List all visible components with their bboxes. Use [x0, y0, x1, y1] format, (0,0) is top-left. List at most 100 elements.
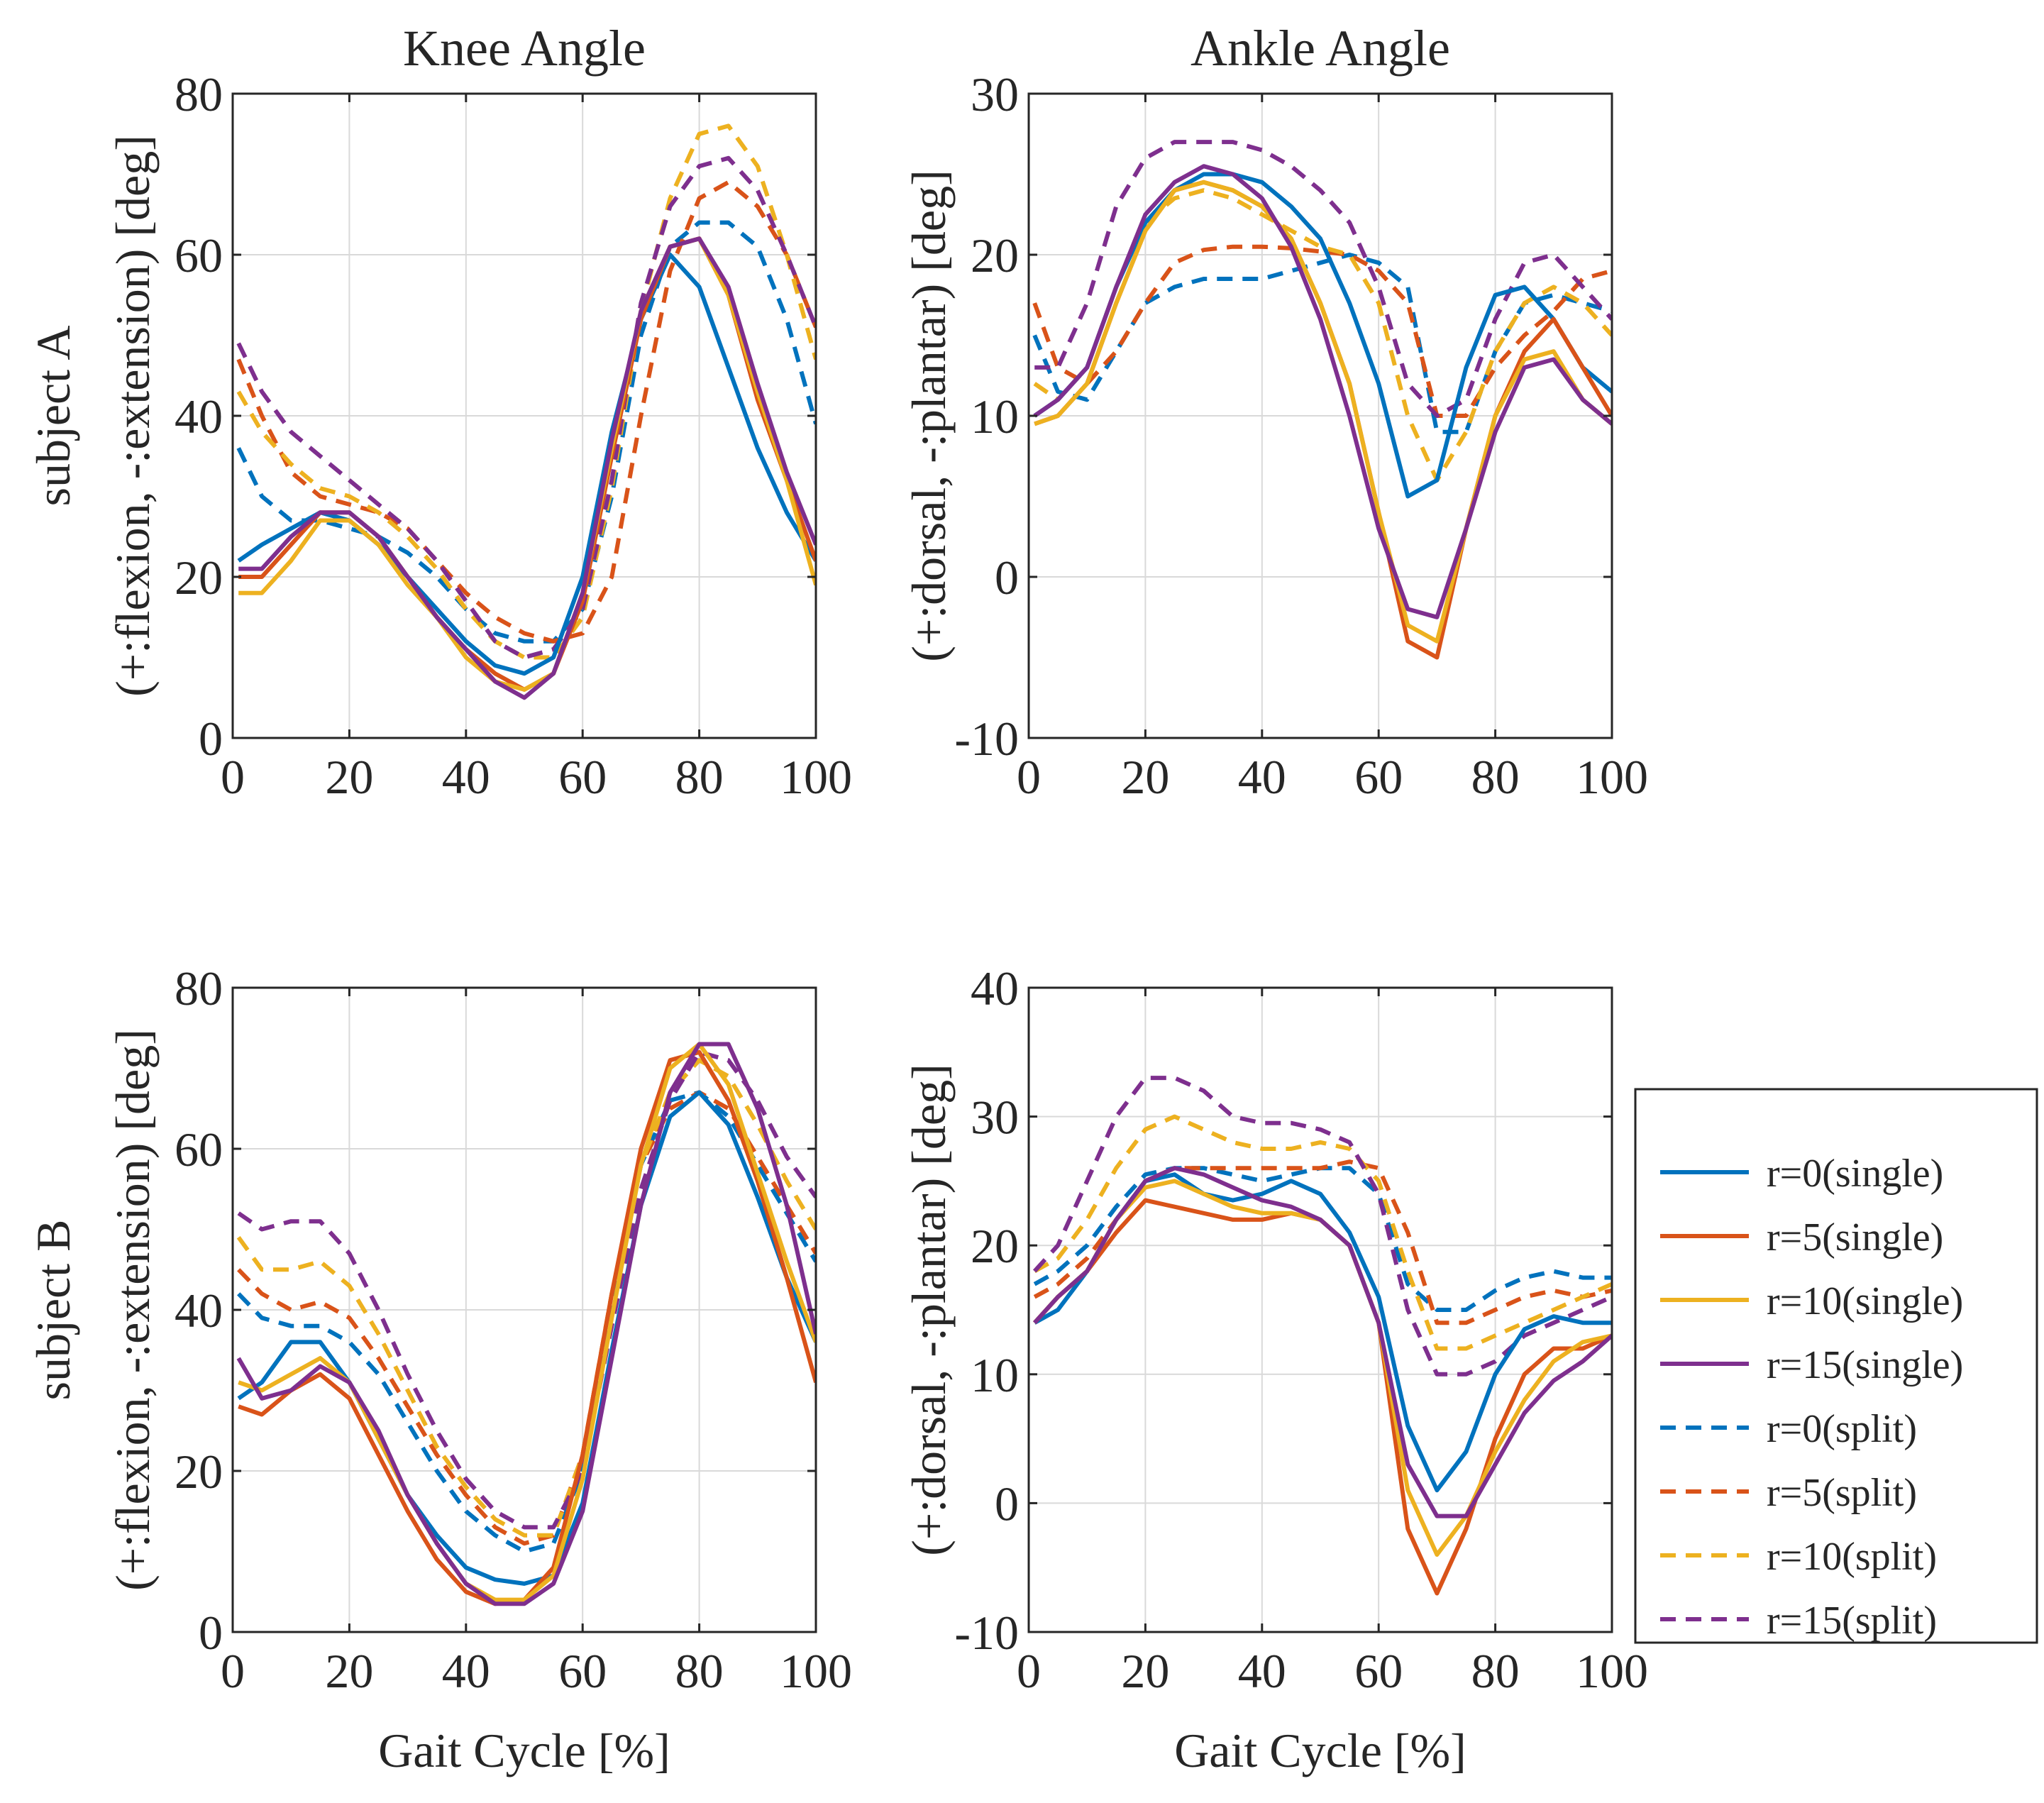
series-line-r-15-single: [236, 1042, 816, 1606]
y-axis-label: (+:flexion, -:extension) [deg]: [106, 1029, 160, 1591]
row-label: subject A: [26, 326, 80, 507]
x-tick-label: 60: [558, 1644, 607, 1698]
y-axis-label: (+:dorsal, -:plantar) [deg]: [902, 170, 956, 662]
x-tick-label: 100: [1576, 750, 1648, 804]
legend-item-r-10-single: r=10(single): [1660, 1279, 1963, 1323]
x-tick-label: 60: [558, 750, 607, 804]
panel-knee-subject-a: 0 20 40 60 80 100 0 20 40 60 80 Knee Angle (+:flexio…: [26, 20, 852, 804]
x-tick-label: 40: [442, 750, 490, 804]
y-tick-label: 60: [175, 228, 223, 282]
row-label: subject B: [26, 1220, 80, 1401]
x-tick-label: 80: [675, 750, 724, 804]
legend-item-r-10-split: r=10(split): [1660, 1535, 1937, 1579]
series-line-r-15-split: [1034, 140, 1612, 418]
y-tick-label: 20: [971, 228, 1019, 282]
y-tick-label: 0: [995, 551, 1019, 605]
y-tick-label: 20: [971, 1219, 1019, 1273]
series-line-r-15-split: [237, 1049, 816, 1530]
y-tick-label: 20: [175, 1445, 223, 1499]
series-line-r-10-split: [236, 123, 816, 660]
axes-frame: [1027, 986, 1613, 1633]
series-line-r-15-single: [238, 236, 816, 700]
plot-area: [1029, 988, 1612, 1632]
legend-label: r=10(split): [1767, 1535, 1937, 1579]
series-group: [236, 1042, 816, 1606]
x-tick-label: 0: [1017, 1644, 1041, 1698]
series-line-r-0-split: [236, 220, 816, 644]
panel-title: Ankle Angle: [1191, 20, 1450, 77]
x-tick-label: 20: [1121, 750, 1169, 804]
x-tick-label: 60: [1354, 750, 1403, 804]
legend: r=0(single) r=5(single) r=10(single) r=15(s…: [1634, 1088, 2038, 1644]
series-line-r-15-single: [1033, 164, 1612, 619]
y-tick-label: 80: [175, 67, 223, 121]
x-tick-label: 20: [1121, 1644, 1169, 1698]
legend-label: r=0(single): [1767, 1152, 1943, 1196]
y-tick-label: 0: [995, 1477, 1019, 1531]
x-axis-label: Gait Cycle [%]: [378, 1724, 670, 1777]
x-tick-label: 0: [221, 1644, 245, 1698]
series-group: [236, 123, 816, 700]
legend-label: r=15(single): [1767, 1343, 1963, 1387]
series-line-r-5-split: [1032, 244, 1612, 418]
y-axis-label: (+:dorsal, -:plantar) [deg]: [902, 1064, 956, 1556]
y-tick-label: 80: [175, 961, 223, 1015]
x-tick-label: 0: [221, 750, 245, 804]
series-line-r-5-split: [236, 180, 816, 644]
y-tick-label: 30: [971, 1091, 1019, 1145]
y-tick-label: 10: [971, 390, 1019, 443]
y-tick-label: -10: [954, 1606, 1019, 1660]
x-tick-label: 100: [780, 1644, 852, 1698]
y-tick-label: 0: [199, 1606, 223, 1660]
y-tick-label: -10: [954, 712, 1019, 766]
y-tick-label: 40: [175, 1284, 223, 1338]
legend-item-r-15-split: r=15(split): [1660, 1599, 1937, 1643]
legend-label: r=15(split): [1767, 1599, 1937, 1643]
y-tick-label: 60: [175, 1123, 223, 1176]
x-tick-label: 20: [325, 750, 373, 804]
legend-label: r=10(single): [1767, 1279, 1963, 1323]
y-tick-label: 0: [199, 712, 223, 766]
y-tick-label: 20: [175, 551, 223, 605]
y-tick-label: 40: [971, 961, 1019, 1015]
x-tick-label: 20: [325, 1644, 373, 1698]
legend-item-r-0-single: r=0(single): [1660, 1152, 1943, 1196]
series-line-r-5-split: [237, 1090, 816, 1546]
series-line-r-15-split: [236, 155, 816, 660]
legend-label: r=5(single): [1767, 1215, 1943, 1259]
series-line-r-0-split: [237, 1090, 816, 1554]
legend-label: r=0(split): [1767, 1407, 1917, 1451]
x-tick-label: 80: [1471, 750, 1520, 804]
y-axis-label: (+:flexion, -:extension) [deg]: [106, 135, 160, 697]
legend-item-r-0-split: r=0(split): [1660, 1407, 1917, 1451]
series-line-r-0-single: [237, 253, 816, 676]
x-tick-label: 40: [1238, 1644, 1286, 1698]
x-tick-label: 40: [442, 1644, 490, 1698]
x-tick-label: 40: [1238, 750, 1286, 804]
series-line-r-10-single: [238, 1042, 816, 1602]
y-tick-label: 40: [175, 390, 223, 443]
x-tick-label: 60: [1354, 1644, 1403, 1698]
legend-item-r-15-single: r=15(single): [1660, 1343, 1963, 1387]
x-tick-label: 100: [780, 750, 852, 804]
legend-label: r=5(split): [1767, 1471, 1917, 1515]
series-group: [1032, 140, 1612, 660]
x-tick-label: 100: [1576, 1644, 1648, 1698]
series-line-r-10-single: [1034, 180, 1612, 644]
series-line-r-15-single: [1032, 1166, 1612, 1518]
y-tick-label: 30: [971, 67, 1019, 121]
x-axis-label: Gait Cycle [%]: [1174, 1724, 1466, 1777]
series-line-r-0-single: [237, 1090, 816, 1586]
panel-title: Knee Angle: [403, 20, 646, 77]
series-line-r-10-single: [238, 236, 816, 692]
y-tick-label: 10: [971, 1348, 1019, 1402]
x-tick-label: 80: [675, 1644, 724, 1698]
x-tick-label: 0: [1017, 750, 1041, 804]
x-tick-label: 80: [1471, 1644, 1520, 1698]
legend-item-r-5-single: r=5(single): [1660, 1215, 1943, 1259]
legend-item-r-5-split: r=5(split): [1660, 1471, 1917, 1515]
